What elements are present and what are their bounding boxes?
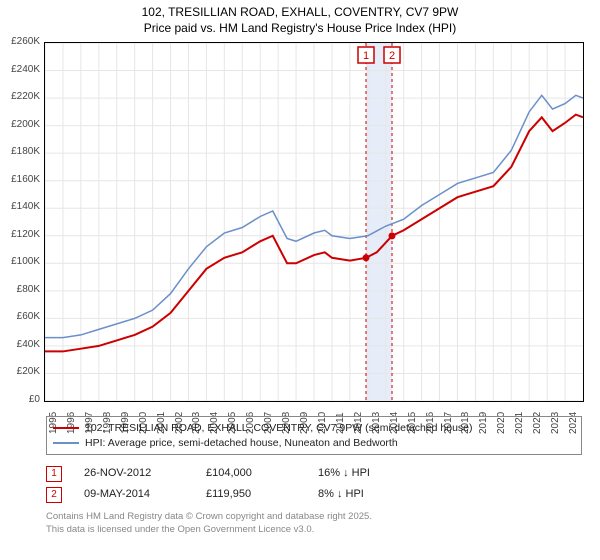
- txn-price: £104,000: [206, 463, 296, 484]
- y-tick-label: £200K: [0, 119, 42, 130]
- y-tick-label: £120K: [0, 229, 42, 240]
- swatch-red: [53, 427, 79, 429]
- svg-text:1: 1: [363, 50, 369, 62]
- chart-title: 102, TRESILLIAN ROAD, EXHALL, COVENTRY, …: [0, 0, 600, 38]
- txn-marker-1: 1: [46, 466, 62, 482]
- legend-label-property: 102, TRESILLIAN ROAD, EXHALL, COVENTRY, …: [85, 421, 473, 436]
- txn-delta: 8% ↓ HPI: [318, 484, 364, 505]
- y-tick-label: £140K: [0, 201, 42, 212]
- txn-price: £119,950: [206, 484, 296, 505]
- footer-text: Contains HM Land Registry data © Crown c…: [46, 511, 582, 537]
- table-row: 2 09-MAY-2014 £119,950 8% ↓ HPI: [46, 484, 582, 505]
- legend-row-property: 102, TRESILLIAN ROAD, EXHALL, COVENTRY, …: [53, 421, 575, 436]
- y-tick-label: £80K: [0, 284, 42, 295]
- swatch-blue: [53, 442, 79, 444]
- txn-date: 09-MAY-2014: [84, 484, 184, 505]
- table-row: 1 26-NOV-2012 £104,000 16% ↓ HPI: [46, 463, 582, 484]
- legend-area: 102, TRESILLIAN ROAD, EXHALL, COVENTRY, …: [46, 416, 582, 537]
- legend-label-hpi: HPI: Average price, semi-detached house,…: [85, 436, 398, 451]
- title-line2: Price paid vs. HM Land Registry's House …: [6, 20, 594, 36]
- y-tick-label: £160K: [0, 174, 42, 185]
- y-tick-label: £60K: [0, 311, 42, 322]
- transaction-table: 1 26-NOV-2012 £104,000 16% ↓ HPI 2 09-MA…: [46, 463, 582, 505]
- plot-svg: 12: [45, 43, 583, 401]
- txn-date: 26-NOV-2012: [84, 463, 184, 484]
- y-tick-label: £20K: [0, 366, 42, 377]
- txn-delta: 16% ↓ HPI: [318, 463, 370, 484]
- y-tick-label: £240K: [0, 64, 42, 75]
- y-tick-label: £260K: [0, 36, 42, 47]
- y-tick-label: £40K: [0, 339, 42, 350]
- txn-marker-2: 2: [46, 487, 62, 503]
- footer-line1: Contains HM Land Registry data © Crown c…: [46, 511, 582, 524]
- y-tick-label: £180K: [0, 146, 42, 157]
- y-tick-label: £220K: [0, 91, 42, 102]
- title-line1: 102, TRESILLIAN ROAD, EXHALL, COVENTRY, …: [6, 4, 594, 20]
- legend-row-hpi: HPI: Average price, semi-detached house,…: [53, 436, 575, 451]
- price-chart: 12: [44, 42, 584, 402]
- footer-line2: This data is licensed under the Open Gov…: [46, 524, 582, 537]
- y-tick-label: £100K: [0, 256, 42, 267]
- y-tick-label: £0: [0, 394, 42, 405]
- legend-box: 102, TRESILLIAN ROAD, EXHALL, COVENTRY, …: [46, 416, 582, 455]
- svg-text:2: 2: [389, 50, 395, 62]
